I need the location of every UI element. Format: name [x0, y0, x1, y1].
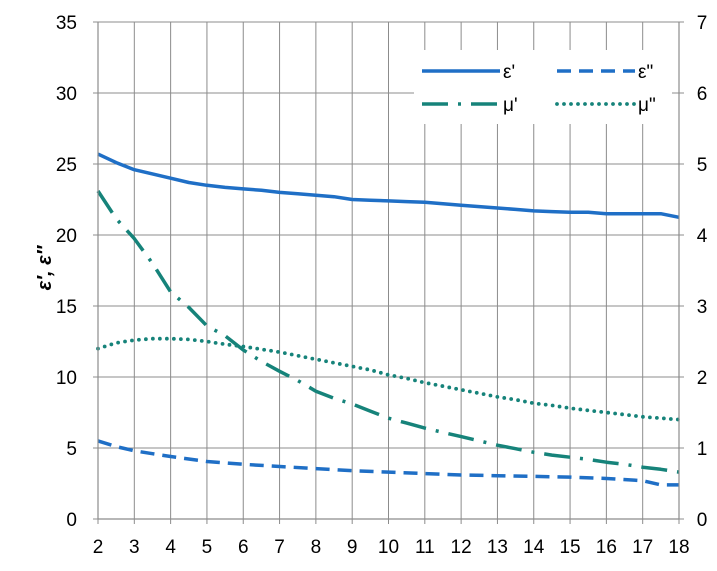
y-tick-label-2: 10 — [56, 368, 77, 389]
y-tick-label-4: 20 — [56, 226, 77, 247]
x-tick-label-5: 7 — [274, 537, 285, 558]
x-tick-label-9: 11 — [415, 537, 435, 558]
y2-tick-label-2: 2 — [697, 368, 708, 389]
axes: 2 3 4 5 6 7 8 9 10 11 12 13 14 15 16 17 1805101520253035… — [56, 13, 708, 558]
y-tick-label-0: 0 — [66, 510, 77, 531]
x-tick-label-3: 5 — [202, 537, 213, 558]
legend-label-0: ε' — [503, 62, 515, 83]
x-tick-label-13: 15 — [559, 537, 580, 558]
y-tick-label-7: 35 — [56, 13, 77, 34]
x-tick-label-14: 16 — [596, 537, 617, 558]
y2-tick-label-4: 4 — [697, 226, 708, 247]
y-tick-label-5: 25 — [56, 155, 77, 176]
x-tick-label-6: 8 — [311, 537, 322, 558]
y-axis-label: ε′, ε″ — [34, 244, 56, 290]
x-tick-label-0: 2 — [93, 537, 104, 558]
series-line-2 — [96, 190, 680, 474]
x-tick-label-2: 4 — [165, 537, 176, 558]
legend-label-2: μ' — [503, 95, 518, 116]
x-tick-label-11: 13 — [487, 537, 508, 558]
series-line-3 — [96, 336, 681, 422]
legend-box — [414, 50, 672, 124]
y-tick-label-3: 15 — [56, 297, 77, 318]
legend: ε' ε" μ' μ" — [414, 50, 672, 124]
x-tick-label-4: 6 — [238, 537, 249, 558]
y2-tick-label-3: 3 — [697, 297, 708, 318]
series-line-0 — [97, 152, 680, 220]
x-tick-label-12: 14 — [523, 537, 545, 558]
x-tick-label-10: 12 — [451, 537, 472, 558]
x-tick-label-15: 17 — [632, 537, 653, 558]
series-line-1 — [97, 439, 679, 487]
y2-tick-label-5: 5 — [697, 155, 708, 176]
y-tick-label-6: 30 — [56, 84, 77, 105]
x-tick-label-7: 9 — [347, 537, 358, 558]
y2-tick-label-0: 0 — [697, 510, 708, 531]
x-tick-label-1: 3 — [129, 537, 140, 558]
x-tick-label-8: 10 — [378, 537, 399, 558]
legend-label-3: μ" — [638, 95, 656, 116]
legend-label-1: ε" — [638, 62, 653, 83]
y2-tick-label-6: 6 — [697, 84, 708, 105]
y2-tick-label-1: 1 — [697, 439, 708, 460]
series-layer — [96, 152, 681, 487]
y2-tick-label-7: 7 — [697, 13, 708, 34]
x-tick-label-16: 18 — [668, 537, 689, 558]
y-tick-label-1: 5 — [66, 439, 77, 460]
